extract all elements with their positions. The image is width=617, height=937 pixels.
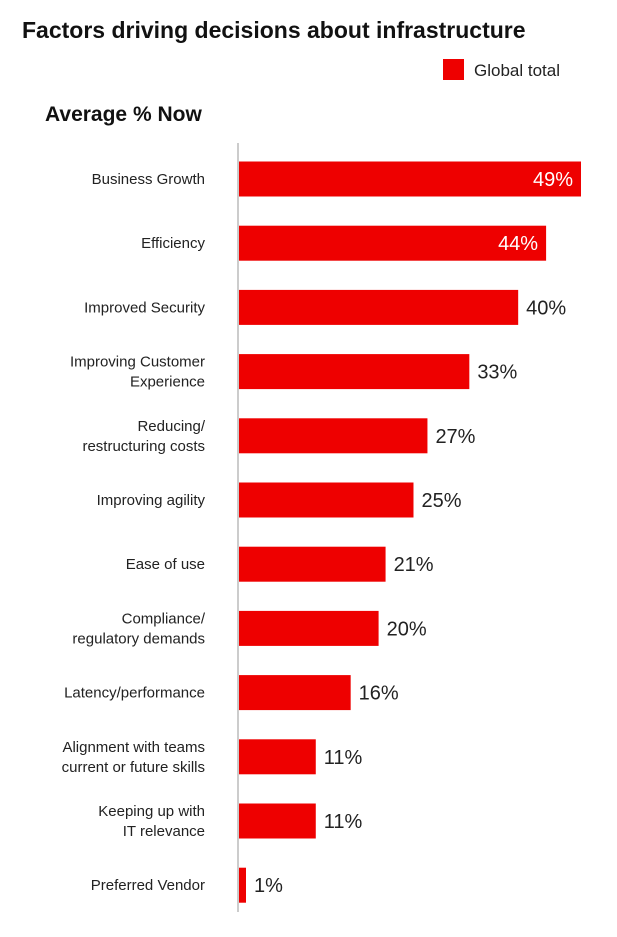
category-label: Business Growth <box>92 171 205 188</box>
category-label: Compliance/ <box>122 610 206 627</box>
legend-swatch <box>443 59 464 80</box>
category-label: Improved Security <box>84 299 205 316</box>
value-label: 40% <box>526 297 566 319</box>
value-label: 25% <box>421 490 461 512</box>
value-label: 49% <box>533 169 573 191</box>
category-label: Alignment with teams <box>62 739 205 756</box>
category-label: Reducing/ <box>137 418 205 435</box>
category-label: Experience <box>130 374 205 391</box>
chart-title: Factors driving decisions about infrastr… <box>22 17 526 43</box>
value-label: 1% <box>254 875 283 897</box>
category-label: restructuring costs <box>82 438 205 455</box>
bar <box>239 803 316 839</box>
category-label: Preferred Vendor <box>91 877 205 894</box>
chart-subtitle: Average % Now <box>45 103 202 126</box>
value-label: 33% <box>477 362 517 384</box>
bars-layer: 49% Business Growth 44% Efficiency 40% Improv… <box>62 161 581 903</box>
value-label: 16% <box>359 683 399 705</box>
bar <box>239 546 386 582</box>
category-label: current or future skills <box>62 759 205 776</box>
bar <box>239 867 246 903</box>
legend-label: Global total <box>474 61 560 80</box>
bar <box>239 739 316 775</box>
bar <box>239 354 470 390</box>
bar <box>239 418 428 454</box>
bar <box>239 225 547 261</box>
category-label: Latency/performance <box>64 685 205 702</box>
category-label: Improving Customer <box>70 354 205 371</box>
value-label: 21% <box>394 554 434 576</box>
category-label: Keeping up with <box>98 803 205 820</box>
value-label: 44% <box>498 233 538 255</box>
bar <box>239 675 351 711</box>
value-label: 20% <box>387 618 427 640</box>
category-label: regulatory demands <box>72 630 205 647</box>
value-label: 11% <box>324 747 363 769</box>
category-label: Efficiency <box>141 235 205 252</box>
value-label: 11% <box>324 811 363 833</box>
category-label: IT relevance <box>123 823 205 840</box>
category-label: Ease of use <box>126 556 205 573</box>
value-label: 27% <box>435 426 475 448</box>
bar <box>239 161 581 197</box>
bar <box>239 289 519 325</box>
bar <box>239 610 379 646</box>
bar <box>239 482 414 518</box>
category-label: Improving agility <box>97 492 206 509</box>
